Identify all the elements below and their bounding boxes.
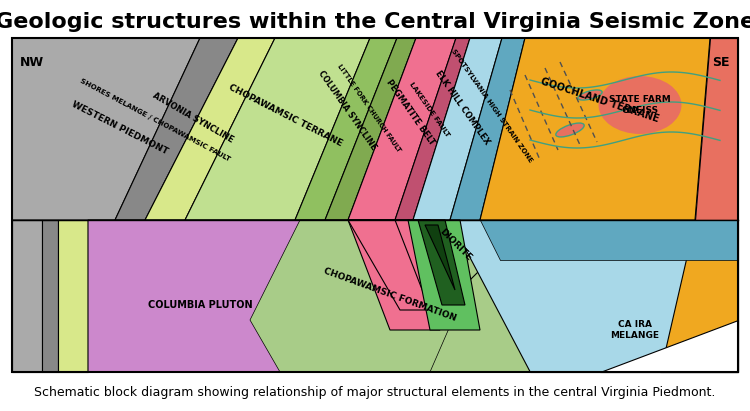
Text: STATE FARM
GNEISS: STATE FARM GNEISS [609, 95, 670, 115]
Text: SHORES MELANGE / CHOPAWAMSIC FAULT: SHORES MELANGE / CHOPAWAMSIC FAULT [79, 78, 231, 162]
Polygon shape [88, 250, 530, 372]
Polygon shape [12, 220, 42, 372]
Polygon shape [480, 220, 738, 260]
Text: NW: NW [20, 56, 44, 69]
Polygon shape [348, 38, 456, 220]
Polygon shape [185, 38, 370, 220]
Polygon shape [413, 220, 450, 280]
Text: Geologic structures within the Central Virginia Seismic Zone: Geologic structures within the Central V… [0, 12, 750, 32]
Text: LAKESIDE FAULT: LAKESIDE FAULT [408, 81, 450, 139]
Ellipse shape [578, 90, 602, 100]
Text: LITTLE FORK CHURCH FAULT: LITTLE FORK CHURCH FAULT [336, 63, 402, 153]
Polygon shape [600, 320, 738, 372]
Text: GOOCHLAND TERRANE: GOOCHLAND TERRANE [539, 76, 661, 124]
Polygon shape [58, 220, 88, 372]
Polygon shape [250, 220, 470, 372]
Polygon shape [660, 220, 738, 372]
Polygon shape [413, 38, 502, 220]
Text: SPOTSYLVANIA HIGH STRAIN ZONE: SPOTSYLVANIA HIGH STRAIN ZONE [450, 48, 534, 164]
Text: CA IRA
MELANGE: CA IRA MELANGE [610, 320, 659, 340]
Text: SE: SE [712, 56, 730, 69]
Polygon shape [425, 225, 455, 290]
Text: COLUMBIA SYNCLINE: COLUMBIA SYNCLINE [316, 69, 378, 151]
Polygon shape [12, 220, 738, 372]
Ellipse shape [598, 75, 682, 135]
Polygon shape [348, 220, 440, 330]
Text: ELK HILL COMPLEX: ELK HILL COMPLEX [433, 69, 491, 147]
Polygon shape [408, 220, 480, 330]
Text: Schematic block diagram showing relationship of major structural elements in the: Schematic block diagram showing relation… [34, 386, 715, 399]
Text: DIORITE: DIORITE [437, 227, 472, 263]
Polygon shape [12, 38, 200, 220]
Polygon shape [450, 38, 525, 220]
Polygon shape [295, 38, 397, 220]
Polygon shape [42, 220, 58, 372]
Polygon shape [695, 38, 738, 220]
Text: CHOPAWAMSIC FORMATION: CHOPAWAMSIC FORMATION [322, 267, 458, 323]
Polygon shape [395, 38, 470, 220]
Text: PEGMATITE BELT: PEGMATITE BELT [384, 78, 436, 146]
Polygon shape [348, 220, 430, 310]
Text: ARVONIA SYNCLINE: ARVONIA SYNCLINE [151, 91, 235, 145]
Polygon shape [325, 38, 416, 220]
Text: COLUMBIA PLUTON: COLUMBIA PLUTON [148, 300, 252, 310]
Polygon shape [418, 220, 465, 305]
Polygon shape [480, 38, 710, 220]
Polygon shape [88, 220, 460, 372]
Polygon shape [145, 38, 275, 220]
Text: CHOPAWAMSIC TERRANE: CHOPAWAMSIC TERRANE [226, 82, 344, 148]
Text: WESTERN PIEDMONT: WESTERN PIEDMONT [70, 100, 170, 156]
Polygon shape [115, 38, 238, 220]
Ellipse shape [556, 123, 584, 137]
Polygon shape [450, 220, 738, 372]
